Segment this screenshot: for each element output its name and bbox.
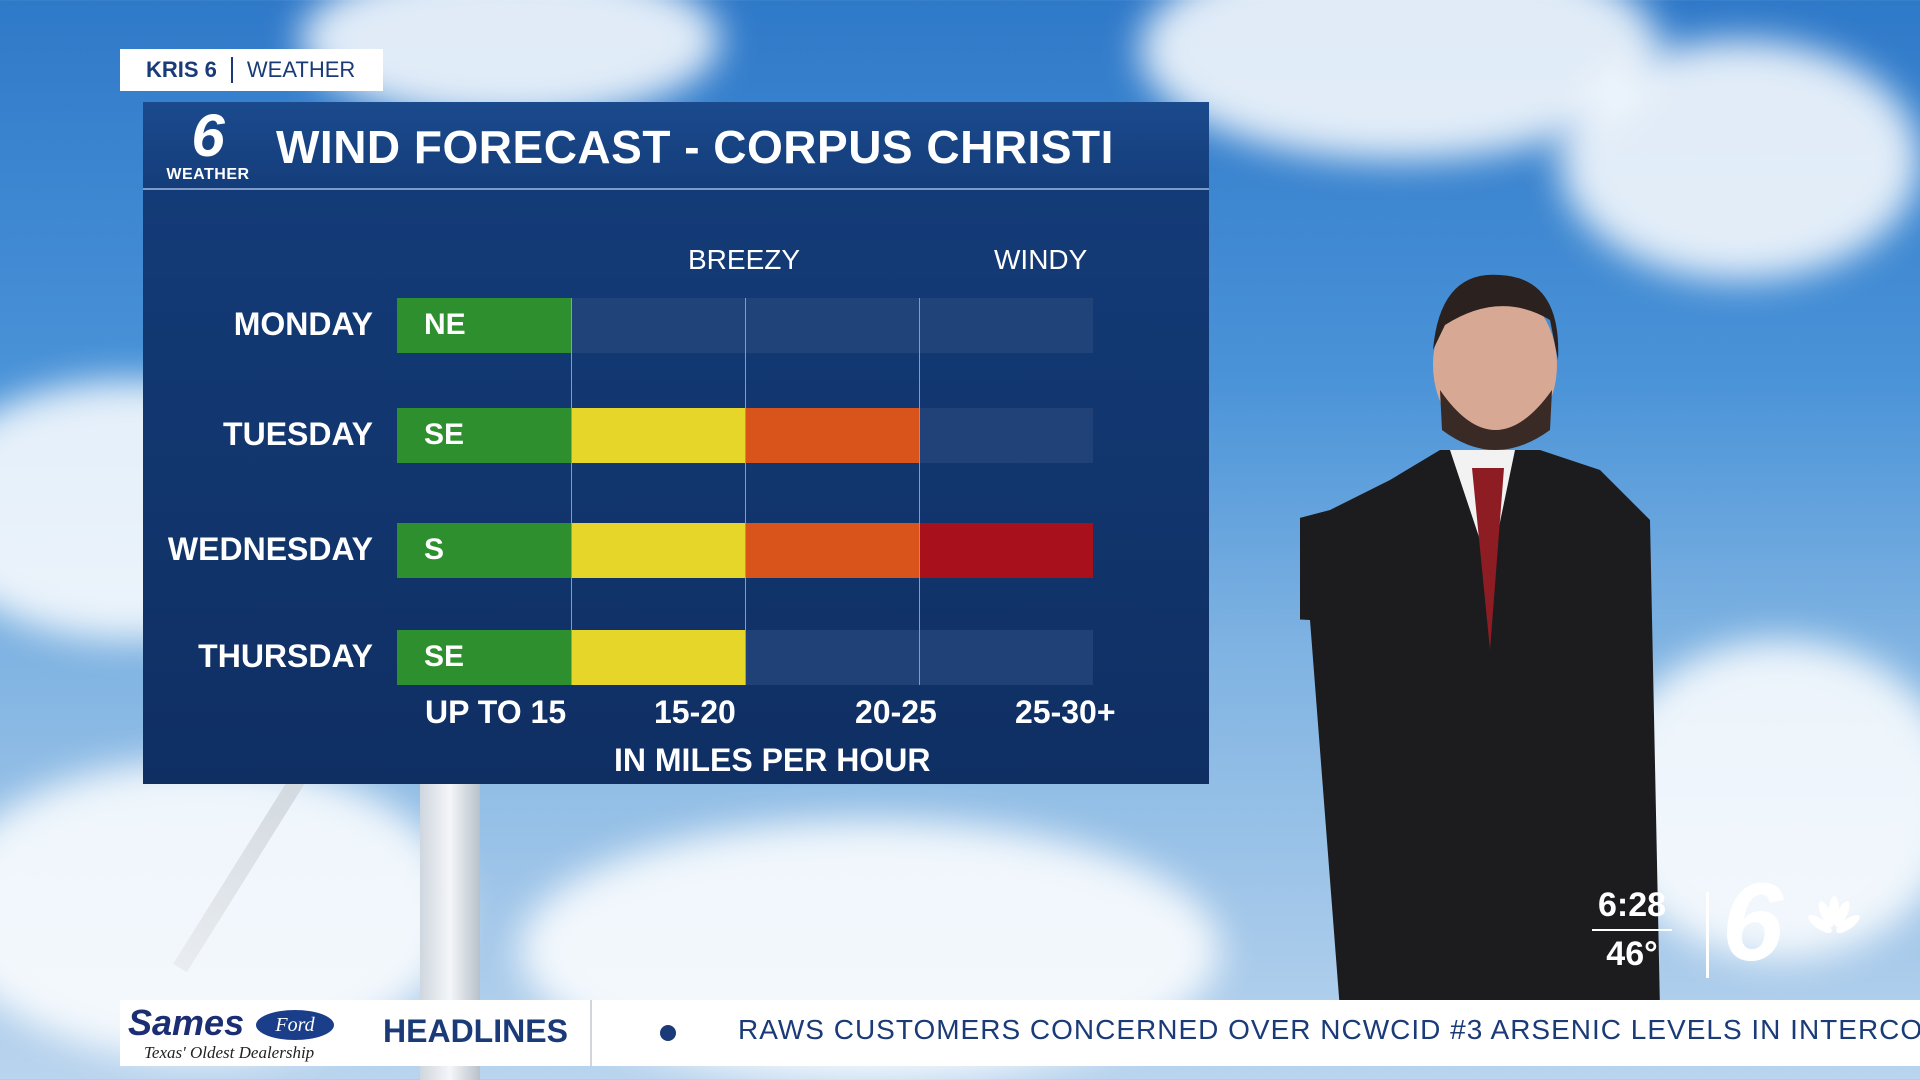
wind-bar-segment <box>745 630 919 685</box>
sponsor-name: Sames <box>128 1002 245 1043</box>
logo-label: WEATHER <box>166 166 250 183</box>
speed-range-label: 25-30+ <box>1015 694 1116 730</box>
day-label-thursday: THURSDAY <box>198 638 373 674</box>
column-header-windy: WINDY <box>994 244 1088 275</box>
wind-forecast-panel: 6 WEATHER WIND FORECAST - CORPUS CHRISTI… <box>143 102 1209 784</box>
wind-bar-segment <box>745 523 919 578</box>
wind-bar-segment <box>397 298 571 353</box>
wind-bar-segment <box>745 298 919 353</box>
speed-range-label: UP TO 15 <box>425 694 567 730</box>
units-label: IN MILES PER HOUR <box>614 742 931 778</box>
ticker-label: HEADLINES <box>383 1013 568 1049</box>
ticker-divider <box>590 1000 592 1066</box>
speed-range-label: 15-20 <box>654 694 736 730</box>
day-label-tuesday: TUESDAY <box>223 416 373 452</box>
wind-direction: S <box>424 533 445 566</box>
speed-range-label: 20-25 <box>855 694 937 730</box>
wind-bar-segment <box>571 298 745 353</box>
day-label-wednesday: WEDNESDAY <box>167 531 373 567</box>
channel-logo: 6 <box>1722 861 1784 984</box>
ticker-headline: RAWS CUSTOMERS CONCERNED OVER NCWCID #3 … <box>738 1014 1920 1045</box>
wind-direction: SE <box>424 418 465 451</box>
wind-bar-segment <box>745 408 919 463</box>
panel-title: WIND FORECAST - CORPUS CHRISTI <box>276 121 1114 173</box>
clock-time: 6:28 <box>1597 886 1667 924</box>
time-temp-bug: 6:28 46° <box>1592 886 1672 974</box>
station-brand: KRIS 6 <box>146 57 217 82</box>
wind-bar-segment <box>571 523 745 578</box>
wind-bar-segment <box>919 408 1093 463</box>
wind-bar-segment <box>919 523 1093 578</box>
day-label-monday: MONDAY <box>233 306 373 342</box>
meteorologist <box>1300 274 1660 1010</box>
grid-divider <box>919 298 920 685</box>
sponsor-badge: Ford <box>256 1010 334 1040</box>
station-section: WEATHER <box>246 57 356 82</box>
peacock-icon <box>1808 896 1860 934</box>
sponsor-logo: Sames Ford Texas' Oldest Dealership <box>120 1000 340 1066</box>
wind-direction: NE <box>424 308 466 341</box>
grid-divider <box>571 298 572 685</box>
news-ticker: Sames Ford Texas' Oldest Dealership HEAD… <box>120 1000 1920 1066</box>
station-tag-divider <box>230 57 233 83</box>
wind-bar-segment <box>397 523 571 578</box>
wind-bar-segment <box>571 408 745 463</box>
ticker-bullet-icon <box>660 1025 676 1041</box>
logo-number: 6 <box>191 102 225 169</box>
column-header-breezy: BREEZY <box>688 244 801 275</box>
wind-bar-segment <box>397 630 571 685</box>
clock-rule <box>1592 929 1672 931</box>
sponsor-tagline: Texas' Oldest Dealership <box>144 1043 315 1062</box>
wind-direction: SE <box>424 640 465 673</box>
wind-bar-segment <box>571 630 745 685</box>
grid-divider <box>745 298 746 685</box>
weather-logo: 6 WEATHER <box>163 106 253 184</box>
wind-bar-segment <box>919 630 1093 685</box>
wind-bar-segment <box>397 408 571 463</box>
bug-divider <box>1706 892 1709 978</box>
wind-bar-segment <box>919 298 1093 353</box>
panel-header: 6 WEATHER WIND FORECAST - CORPUS CHRISTI <box>143 102 1209 190</box>
station-tag: KRIS 6 WEATHER <box>120 49 383 91</box>
temperature: 46° <box>1606 935 1658 973</box>
